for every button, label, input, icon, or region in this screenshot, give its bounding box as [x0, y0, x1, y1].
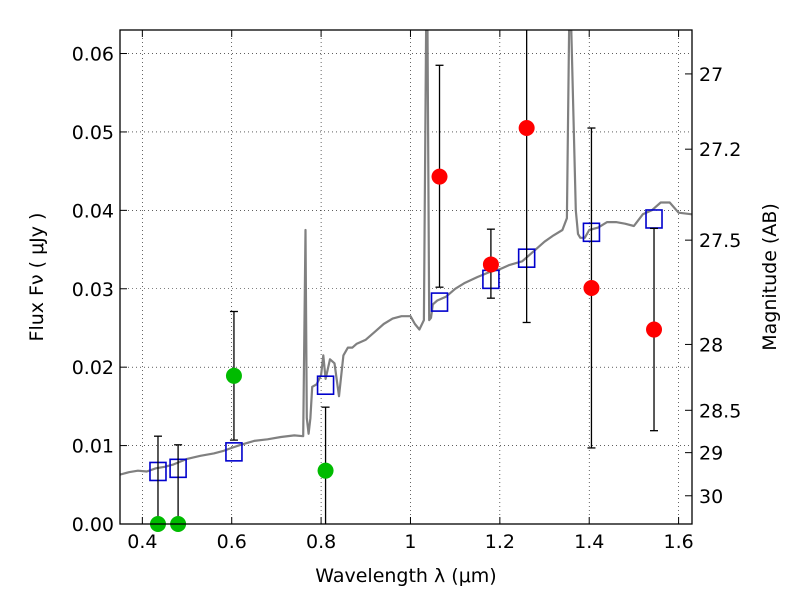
y-tick-label: 0.05: [72, 122, 114, 144]
green-data-point: [317, 462, 334, 479]
x-tick-label: 0.8: [306, 531, 336, 553]
red-data-point: [518, 120, 535, 137]
tick-layer: 0.4 0.6 0.8 1 1.2 1.4 1.6 0.00 0.01 0.02 0.03 0.04 0…: [72, 30, 741, 553]
x-tick-label: 1.6: [663, 531, 693, 553]
model-photometry-square: [430, 292, 449, 312]
red-data-point: [431, 168, 448, 185]
red-data-point: [482, 256, 499, 273]
plot-frame: [119, 29, 693, 525]
y-tick-label: 0.03: [72, 279, 114, 301]
x-tick-label: 1.4: [574, 531, 604, 553]
y-tick-label: 0.06: [72, 44, 114, 66]
right-tick-label: 27: [699, 64, 723, 86]
x-tick-label: 0.6: [217, 531, 247, 553]
error-bar-layer: [149, 30, 663, 532]
right-axis-label: Magnitude (AB): [759, 203, 781, 351]
red-data-point: [583, 279, 600, 296]
y-tick-label: 0.01: [72, 436, 114, 458]
model-photometry-square: [225, 442, 243, 462]
right-tick-label: 28.5: [699, 400, 741, 422]
data-layer: [120, 30, 692, 482]
y-axis-label: Flux Fν ( μJy ): [26, 213, 48, 342]
model-photometry-square: [316, 375, 335, 396]
y-tick-label: 0.00: [72, 514, 114, 536]
grid: [120, 30, 692, 525]
right-tick-label: 29: [699, 443, 723, 465]
red-data-point: [646, 321, 663, 338]
x-tick-label: 1.2: [485, 531, 515, 553]
right-tick-label: 27.2: [699, 139, 741, 161]
x-tick-label: 0.4: [127, 531, 157, 553]
x-tick-label: 1: [404, 531, 416, 553]
right-tick-label: 27.5: [699, 230, 741, 252]
green-data-point: [225, 367, 242, 384]
spectrum-line: [120, 30, 692, 476]
y-tick-label: 0.02: [72, 357, 114, 379]
y-tick-label: 0.04: [72, 200, 114, 222]
right-tick-label: 30: [699, 486, 723, 508]
right-tick-label: 28: [699, 334, 723, 356]
x-axis-label: Wavelength λ (μm): [315, 565, 496, 587]
